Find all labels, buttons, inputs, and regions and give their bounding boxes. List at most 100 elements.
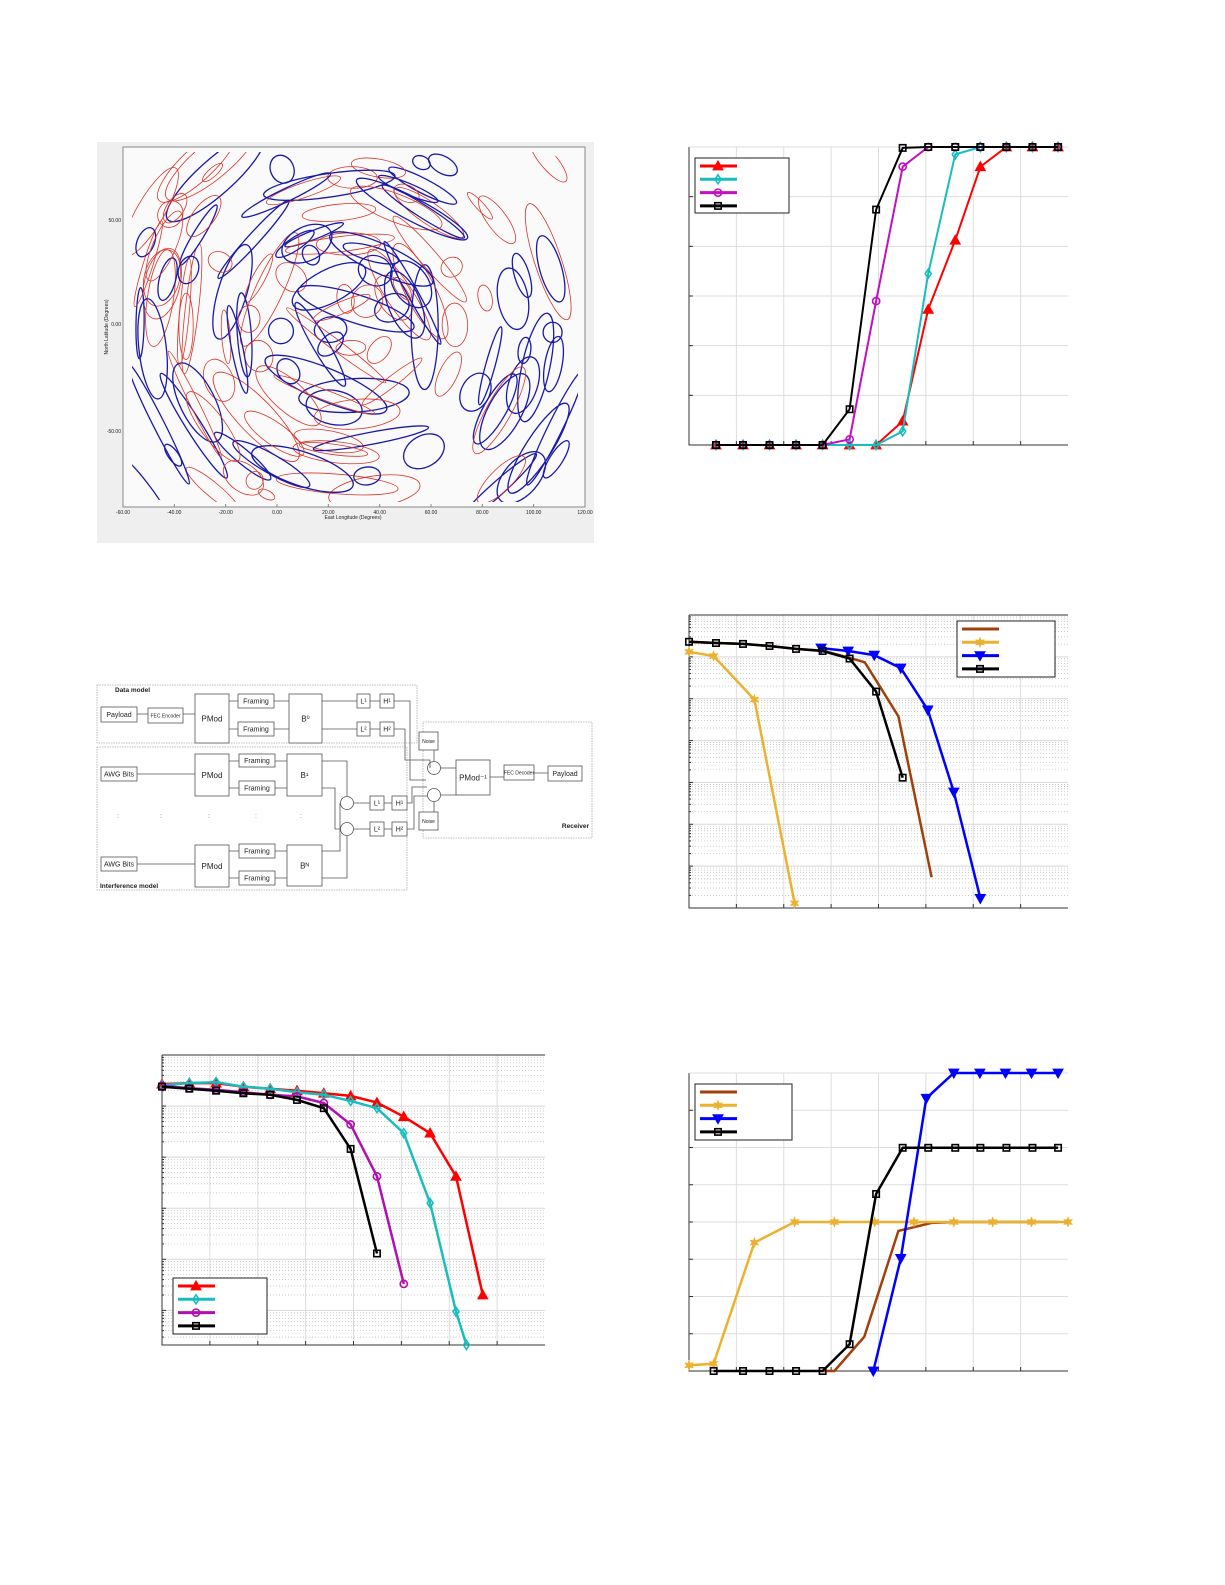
data-point-marker (922, 303, 935, 314)
contour-line (328, 474, 421, 502)
legend-entry (178, 1279, 215, 1291)
data-point-marker (898, 425, 907, 438)
data-point-marker (712, 1099, 724, 1112)
data-point-marker (898, 773, 907, 782)
diagram-box-label: B⁰ (301, 714, 310, 723)
contour-line (275, 472, 399, 496)
diagram-box-label: L¹ (374, 800, 381, 807)
map-y-tick-label: 0.00 (111, 322, 121, 328)
data-point-marker (1052, 1068, 1064, 1080)
data-point-marker (908, 1216, 920, 1228)
contour-line (317, 331, 344, 357)
data-point-marker (749, 693, 760, 706)
data-point-marker (789, 897, 800, 910)
diagram-box-label: Payload (106, 712, 131, 719)
legend-entry (700, 1099, 737, 1112)
diagram-box-label: PMod⁻¹ (459, 773, 487, 782)
diagram-box-label: Payload (552, 771, 577, 778)
legend-entry (962, 664, 999, 673)
map-y-axis-label: North Latitude (Degrees) (104, 299, 110, 354)
chart-bottom-left (156, 1054, 545, 1351)
contour-line (145, 210, 184, 282)
data-point-marker (987, 1216, 998, 1228)
contour-line (383, 270, 426, 339)
contour-line (226, 305, 249, 394)
data-point-marker (829, 1216, 840, 1228)
data-point-marker (399, 1279, 409, 1289)
contour-line (262, 169, 396, 202)
chart-top-right (688, 140, 1068, 451)
diagram-box-label: Framing (243, 698, 269, 705)
contour-line (459, 372, 492, 412)
contour-line (222, 460, 264, 496)
diagram-box-label: H¹ (383, 698, 391, 705)
data-point-marker (319, 1098, 329, 1108)
contour-map-figure: -60.00 -40.00 -20.00 0.00 20.00 40.00 60.00 80.… (97, 142, 594, 543)
contour-line (466, 192, 493, 220)
ellipsis-dots: : (160, 813, 162, 820)
diagram-box-label: PMod (202, 862, 223, 871)
data-point-marker (845, 1340, 854, 1349)
data-point-marker (158, 1082, 167, 1091)
contour-line (535, 235, 566, 303)
data-point-marker (792, 439, 801, 451)
data-point-marker (266, 1082, 275, 1095)
data-point-marker (739, 1367, 748, 1376)
data-point-marker (845, 434, 855, 444)
contour-line (157, 152, 238, 203)
data-point-marker (924, 1143, 933, 1152)
diagram-box-label: Framing (244, 848, 270, 855)
contour-line (313, 398, 401, 430)
ellipsis-dots: : (117, 813, 119, 820)
contour-line (212, 371, 300, 462)
data-point-marker (191, 1308, 201, 1317)
l2-box: L² (356, 721, 371, 737)
noise-box: Noise (418, 811, 439, 831)
grid (689, 147, 1068, 445)
fec-decoder-box: FEC Decoder (503, 764, 534, 781)
fec-encoder-box: FEC Encoder (147, 707, 184, 724)
data-point-marker (1002, 143, 1011, 152)
data-point-marker (1054, 1143, 1063, 1152)
data-point-marker (266, 1090, 275, 1099)
data-point-marker (924, 267, 933, 280)
data-point-marker (976, 141, 985, 153)
data-point-marker (426, 1197, 435, 1210)
contour-line (269, 154, 295, 184)
data-point-marker (792, 644, 801, 653)
data-point-marker (924, 143, 933, 152)
contour-line (496, 267, 530, 331)
legend (694, 1083, 793, 1141)
data-point-marker (212, 1086, 221, 1095)
data-point-marker (708, 650, 719, 662)
series-line (161, 1080, 468, 1346)
legend-entry (962, 651, 999, 662)
map-contours (132, 152, 578, 502)
legend-entry (962, 636, 999, 649)
data-point-marker (872, 205, 881, 214)
contour-line (165, 152, 266, 223)
series-3 (709, 1143, 1063, 1376)
contour-line (312, 425, 430, 452)
contour-line (479, 373, 531, 451)
data-point-marker (974, 160, 987, 172)
data-point-marker (976, 143, 985, 152)
data-point-marker (1028, 141, 1037, 153)
contour-line (329, 231, 434, 287)
contour-line (392, 242, 449, 340)
data-point-marker (371, 1096, 383, 1107)
data-point-marker (450, 1170, 462, 1181)
contour-line (159, 372, 229, 479)
ellipsis-dots: : (255, 813, 257, 820)
contour-line (496, 451, 547, 502)
data-point-marker (920, 1093, 933, 1105)
contour-line (353, 466, 382, 486)
data-point-marker (192, 1293, 200, 1306)
data-point-marker (894, 1253, 907, 1265)
contour-line (410, 264, 439, 391)
contour-line (237, 304, 261, 333)
data-point-marker (476, 1288, 489, 1300)
contour-line (275, 262, 307, 293)
data-point-marker (372, 1102, 381, 1115)
data-point-marker (951, 1143, 960, 1152)
